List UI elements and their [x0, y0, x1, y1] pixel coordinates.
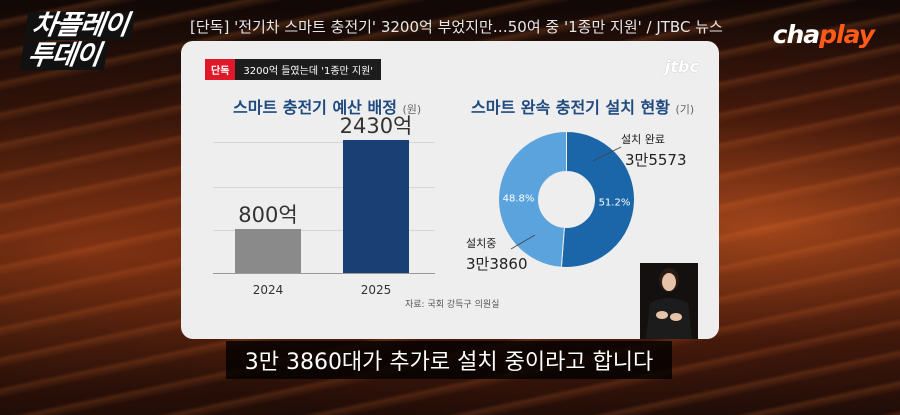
channel-logo-line-1: 차플레이 — [24, 10, 136, 41]
slice-label-installing: 설치중 — [466, 237, 497, 250]
bar-chart-unit: (원) — [402, 103, 422, 116]
jtbc-logo: jtbc — [664, 57, 699, 76]
bar-chart-title-text: 스마트 충전기 예산 배정 — [233, 98, 397, 117]
channel-logo-right-part2: play — [819, 20, 875, 49]
tag-subtitle: 3200억 들였는데 '1종만 지원' — [235, 59, 382, 80]
sign-language-interpreter — [640, 263, 698, 339]
annotation-leaders — [510, 146, 622, 250]
leader-line-installing — [510, 234, 536, 250]
source-note: 자료: 국회 강득구 의원실 — [405, 300, 500, 310]
slice-label-installed: 설치 완료 — [621, 133, 665, 146]
bar-chart-title: 스마트 충전기 예산 배정 (원) — [233, 94, 421, 118]
tag-row: 단독 3200억 들였는데 '1종만 지원' — [205, 59, 382, 80]
video-subtitle: 3만 3860대가 추가로 설치 중이라고 합니다 — [226, 341, 672, 379]
bar-2025 — [343, 140, 409, 273]
donut-chart-title: 스마트 완속 충전기 설치 현황 (기) — [471, 94, 694, 118]
signer-hand-left — [656, 311, 668, 319]
news-graphic-card: 단독 3200억 들였는데 '1종만 지원' jtbc 스마트 충전기 예산 배… — [181, 41, 719, 339]
exclusive-tag: 단독 — [205, 59, 236, 80]
donut-percent-label: 48.8% — [503, 194, 535, 205]
donut-chart-unit: (기) — [675, 103, 695, 116]
donut-chart-svg: 51.2% 48.8% — [498, 130, 635, 268]
donut-slice-1 — [498, 130, 567, 268]
bar-2024 — [235, 229, 301, 273]
signer-face — [662, 273, 676, 291]
channel-logo-line-2: 투데이 — [20, 40, 108, 71]
signer-body — [646, 298, 692, 339]
donut-slice-0 — [560, 130, 635, 268]
channel-logo-left: 차플레이 투데이 — [20, 10, 136, 72]
channel-logo-right-part1: cha — [772, 20, 820, 49]
bar-gridline — [213, 229, 435, 231]
bar-chart: 800억 2024 2430억 2025 — [213, 114, 443, 311]
donut-chart-title-text: 스마트 완속 충전기 설치 현황 — [471, 98, 670, 117]
donut-percent-label: 51.2% — [599, 197, 631, 208]
donut-chart: 51.2% 48.8% — [494, 127, 639, 272]
slice-value-installing: 3만3860 — [466, 255, 528, 273]
bar-baseline — [213, 273, 435, 274]
bar-gridline — [213, 142, 435, 144]
bar-category-label: 2024 — [252, 283, 284, 297]
bar-gridline — [213, 186, 435, 188]
video-headline: [단독] '전기차 스마트 충전기' 3200억 부었지만…50여 중 '1종만… — [190, 18, 723, 36]
bar-value-label: 2430억 — [339, 114, 413, 139]
signer-hand-right — [670, 313, 682, 321]
channel-logo-right: chaplay — [772, 20, 875, 49]
leader-line-installed — [592, 146, 622, 162]
bar-value-label: 800억 — [238, 203, 298, 228]
slice-value-installed: 3만5573 — [625, 151, 687, 169]
bar-category-label: 2025 — [360, 283, 392, 297]
